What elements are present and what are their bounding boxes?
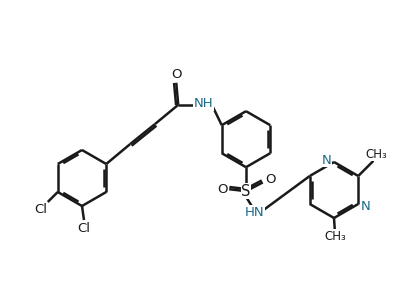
Text: HN: HN [245,206,265,219]
Text: O: O [217,183,227,196]
Text: N: N [322,154,332,166]
Text: O: O [265,173,275,186]
Text: NH: NH [194,97,214,110]
Text: O: O [171,67,181,81]
Text: Cl: Cl [34,203,47,216]
Text: S: S [241,184,251,199]
Text: CH₃: CH₃ [366,147,388,160]
Text: N: N [361,200,370,213]
Text: Cl: Cl [78,221,90,234]
Text: CH₃: CH₃ [324,230,346,243]
